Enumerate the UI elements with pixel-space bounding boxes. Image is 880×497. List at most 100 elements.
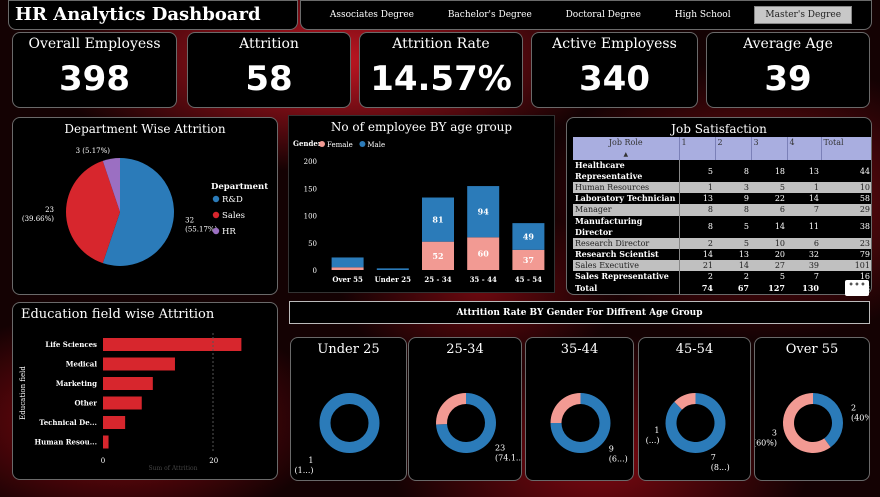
department-legend-title: Department bbox=[211, 182, 268, 192]
donut-segment-female[interactable] bbox=[550, 393, 581, 423]
legend-label-sales[interactable]: Sales bbox=[222, 211, 245, 221]
legend-label-female[interactable]: Female bbox=[327, 141, 353, 149]
satisfaction-cell: 5 bbox=[751, 182, 787, 194]
satisfaction-cell: 22 bbox=[774, 194, 785, 204]
legend-marker bbox=[212, 195, 220, 203]
education-bar[interactable] bbox=[103, 338, 242, 351]
bar-data-label: 81 bbox=[432, 215, 443, 225]
header-panel: HR Analytics Dashboard bbox=[8, 0, 298, 30]
donut-segment-female[interactable] bbox=[674, 393, 696, 410]
x-tick-label: 20 bbox=[209, 457, 218, 465]
donut-panel-over-55: Over 55 2 (40%) 3 (60%) bbox=[754, 337, 870, 481]
bar-segment-male[interactable] bbox=[376, 268, 409, 270]
satisfaction-cell: 2 bbox=[743, 272, 749, 282]
donut-segment-male[interactable] bbox=[813, 393, 843, 448]
total-cell: 127 bbox=[768, 282, 785, 293]
donut-segment-male[interactable] bbox=[319, 393, 380, 453]
legend-label-rd[interactable]: R&D bbox=[222, 195, 243, 205]
column-header-2[interactable]: 2 bbox=[714, 137, 751, 160]
donut-segment-female[interactable] bbox=[436, 393, 466, 425]
slicer-option-doctoral[interactable]: Doctoral Degree bbox=[565, 10, 641, 20]
legend-label-hr[interactable]: HR bbox=[222, 227, 236, 237]
column-header-job-role[interactable]: Job Role ▲ bbox=[573, 137, 679, 160]
satisfaction-cell: 8 bbox=[743, 166, 749, 176]
education-bar[interactable] bbox=[103, 377, 153, 390]
x-tick-label: 25 - 34 bbox=[424, 275, 451, 284]
education-x-axis-label: Sum of Attrition bbox=[149, 465, 198, 472]
donut-segment-male[interactable] bbox=[436, 393, 496, 453]
category-label: Other bbox=[74, 399, 97, 408]
donut-panel-45-54: 45-54 7 (8...) 1 (...) bbox=[638, 337, 751, 481]
donut-chart-25-34: 23 (74.1...) bbox=[436, 393, 522, 463]
department-attrition-title: Department Wise Attrition bbox=[64, 122, 226, 136]
education-bar[interactable] bbox=[103, 396, 142, 410]
pie-slice-rd[interactable] bbox=[102, 158, 174, 266]
slicer-option-associates[interactable]: Associates Degree bbox=[329, 10, 415, 20]
pie-slice-sales[interactable] bbox=[66, 160, 120, 264]
job-role-cell: Sales Executive bbox=[573, 259, 680, 272]
legend-marker bbox=[212, 211, 220, 219]
column-header-3[interactable]: 3 bbox=[750, 137, 787, 160]
satisfaction-cell: 10 bbox=[751, 237, 787, 249]
y-tick-label: 150 bbox=[304, 185, 317, 193]
bar-segment-female[interactable] bbox=[422, 241, 454, 270]
bar-segment-female[interactable] bbox=[331, 267, 364, 270]
total-label: Total bbox=[573, 282, 680, 294]
age-group-bar-chart: Gender Female Male 0 50 100 150 200 Over 55 Und… bbox=[293, 139, 545, 284]
bar-segment-male[interactable] bbox=[331, 257, 364, 268]
satisfaction-cell: 7 bbox=[787, 204, 821, 216]
satisfaction-cell: 13 bbox=[702, 194, 713, 204]
bar-segment-female[interactable] bbox=[512, 249, 545, 270]
category-label: Medical bbox=[66, 360, 98, 369]
slicer-option-bachelors[interactable]: Bachelor's Degree bbox=[447, 10, 532, 20]
slicer-option-high-school[interactable]: High School bbox=[674, 10, 731, 20]
job-role-cell: Sales Representative bbox=[573, 271, 680, 283]
job-role-cell: Human Resources bbox=[573, 182, 680, 194]
satisfaction-cell: 9 bbox=[743, 194, 749, 204]
satisfaction-cell: 8 bbox=[715, 204, 751, 216]
slicer-option-masters[interactable]: Master's Degree bbox=[754, 6, 853, 24]
column-header-total[interactable]: Total bbox=[820, 137, 871, 160]
job-role-cell: Manager bbox=[573, 204, 680, 216]
legend-label-male[interactable]: Male bbox=[367, 141, 385, 149]
x-tick-label: Over 55 bbox=[332, 275, 363, 284]
kpi-attrition: Attrition 58 bbox=[187, 32, 351, 108]
table-row: Research Director 2 5 10 6 23 bbox=[573, 237, 871, 249]
education-bar[interactable] bbox=[103, 357, 175, 371]
kpi-active-employees: Active Employess 340 bbox=[531, 32, 698, 108]
bar-segment-male[interactable] bbox=[512, 223, 545, 250]
donut-segment-male[interactable] bbox=[550, 393, 611, 453]
legend-marker bbox=[359, 141, 366, 147]
age-group-title: No of employee BY age group bbox=[330, 120, 513, 134]
column-header-4[interactable]: 4 bbox=[786, 137, 821, 160]
pie-slice-hr[interactable] bbox=[102, 158, 120, 212]
total-cell: 74 bbox=[701, 282, 713, 293]
satisfaction-cell: 14 bbox=[715, 259, 751, 272]
satisfaction-cell: 21 bbox=[679, 259, 715, 272]
table-row: Healthcare Representative 5 8 18 13 44 bbox=[573, 160, 871, 182]
y-tick-label: 0 bbox=[313, 267, 317, 275]
bar-segment-female[interactable] bbox=[467, 237, 500, 270]
satisfaction-cell: 101 bbox=[821, 259, 871, 272]
category-label: Human Resou... bbox=[35, 438, 97, 447]
more-options-button[interactable]: ••• bbox=[845, 280, 869, 296]
donut-data-label: 23 (74.1...) bbox=[495, 444, 522, 463]
kpi-value: 340 bbox=[579, 59, 650, 99]
donut-segment-female[interactable] bbox=[783, 393, 831, 453]
satisfaction-cell: 1 bbox=[787, 182, 821, 194]
x-tick-label: Under 25 bbox=[375, 275, 412, 284]
category-label: Marketing bbox=[56, 379, 97, 388]
bar-data-label: 52 bbox=[432, 251, 443, 261]
satisfaction-cell: 3 bbox=[715, 182, 751, 194]
education-bar[interactable] bbox=[103, 435, 109, 449]
bar-segment-male[interactable] bbox=[467, 186, 500, 238]
column-header-1[interactable]: 1 bbox=[678, 137, 715, 160]
bar-segment-male[interactable] bbox=[422, 197, 454, 242]
table-header-row: Job Role ▲ 1 2 3 4 Total bbox=[573, 137, 871, 160]
satisfaction-cell: 5 bbox=[707, 166, 713, 176]
donut-title: 25-34 bbox=[446, 342, 484, 357]
satisfaction-cell: 5 bbox=[779, 272, 785, 282]
education-bar[interactable] bbox=[103, 416, 126, 429]
page-title: HR Analytics Dashboard bbox=[15, 4, 261, 25]
table-row: Human Resources 1 3 5 1 10 bbox=[573, 182, 871, 194]
